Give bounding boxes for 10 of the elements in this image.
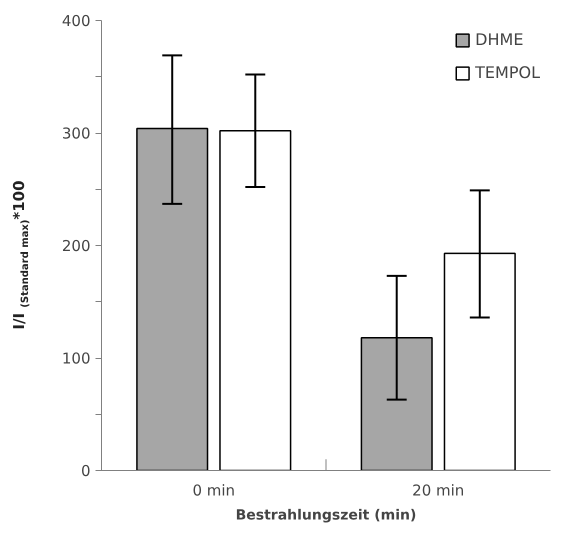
legend-label: DHME <box>475 30 524 49</box>
y-tick-label: 400 <box>62 12 91 30</box>
y-tick-label: 0 <box>80 462 91 480</box>
legend-label: TEMPOL <box>475 63 540 82</box>
x-tick-label: 20 min <box>412 482 464 500</box>
y-tick-label: 100 <box>62 350 91 368</box>
x-tick-label: 0 min <box>192 482 236 500</box>
y-tick-label: 300 <box>62 124 91 142</box>
x-axis-title: Bestrahlungszeit (min) <box>236 508 416 524</box>
y-tick-label: 200 <box>62 237 91 255</box>
